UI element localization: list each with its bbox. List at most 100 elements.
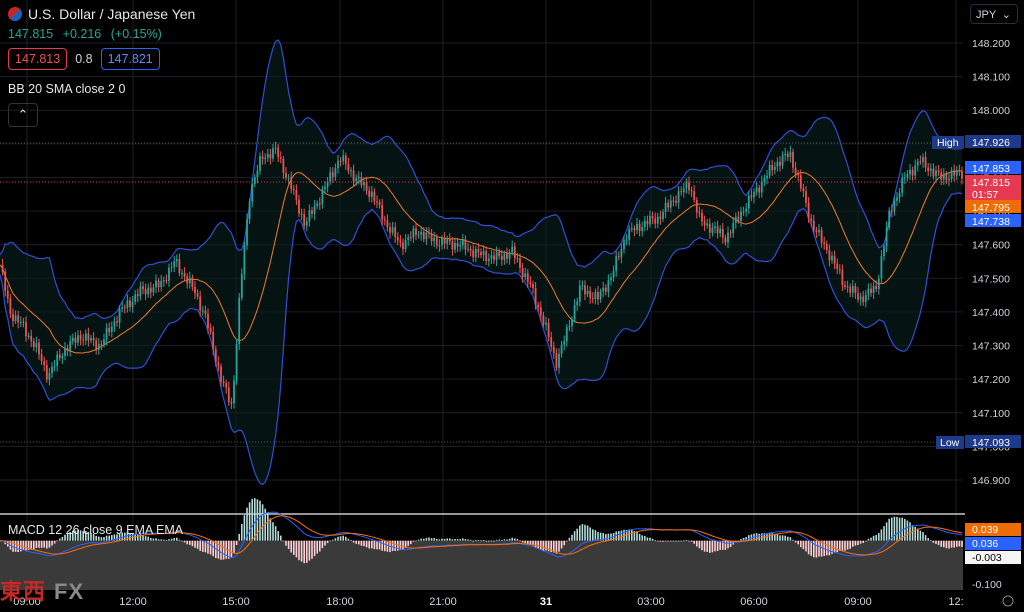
macd-hist-bar [142, 534, 144, 541]
bb-upper [0, 39, 962, 320]
macd-hist-bar [862, 540, 864, 543]
macd-hist-bar [251, 498, 253, 541]
candle-body [188, 277, 191, 284]
macd-hist-bar [17, 540, 19, 553]
buy-button[interactable]: 147.821 [100, 48, 160, 70]
spread-value: 0.8 [75, 52, 93, 66]
candle-body [194, 286, 196, 294]
candle-body [724, 237, 727, 243]
candle-body [914, 165, 917, 176]
candle-body [924, 157, 927, 168]
candle-body [430, 233, 433, 242]
candle-body [867, 288, 870, 295]
candle-body [378, 202, 381, 205]
candle-body [251, 184, 254, 202]
price-tick: 147.300 [972, 341, 1010, 353]
candle-body [693, 191, 696, 201]
candle-body [636, 223, 638, 231]
macd-hist-bar [27, 540, 30, 551]
candle-body [667, 202, 670, 208]
candle-body [841, 270, 844, 286]
macd-hist-bar [930, 540, 932, 541]
candle-body [493, 255, 495, 260]
macd-hist-bar [116, 534, 118, 541]
macd-hist-bar [841, 540, 844, 552]
macd-hist-bar [755, 533, 758, 541]
macd-hist-bar [703, 540, 706, 552]
candle-body [467, 248, 469, 250]
price-tick: 148.200 [972, 38, 1010, 50]
macd-hist-bar [550, 540, 552, 553]
sell-button[interactable]: 147.813 [8, 48, 68, 70]
macd-hist-bar [563, 540, 565, 546]
macd-hist-bar [449, 538, 451, 541]
candle-body [732, 222, 735, 234]
macd-hist-bar [157, 539, 160, 541]
candle-body [12, 313, 14, 322]
macd-hist-bar [828, 540, 831, 556]
candle-body [428, 232, 430, 234]
macd-hist-bar [425, 537, 428, 541]
time-tick: 21:00 [429, 596, 457, 608]
candle-body [802, 188, 805, 192]
macd-hist-bar [368, 540, 370, 549]
macd-hist-bar [898, 517, 901, 541]
macd-label[interactable]: MACD 12 26 close 9 EMA EMA [8, 523, 184, 537]
macd-hist-bar [170, 538, 173, 541]
candle-body [857, 293, 859, 300]
candle-body [326, 181, 329, 187]
macd-tick: -0.100 [972, 579, 1002, 591]
candle-body [212, 331, 215, 350]
candle-body [859, 296, 862, 300]
candle-body [896, 197, 898, 201]
candle-body [911, 169, 914, 176]
macd-hist-bar [373, 540, 376, 550]
candle-body [274, 147, 277, 149]
macd-hist-bar [558, 540, 560, 552]
indicator-label[interactable]: BB 20 SMA close 2 0 [8, 82, 126, 96]
candle-body [591, 297, 594, 300]
candle-body [238, 297, 241, 344]
candle-body [482, 251, 485, 255]
upper-band-value: 147.853 [972, 163, 1010, 175]
candle-body [872, 285, 875, 293]
macd-hist-bar [82, 531, 84, 541]
price-tick: 147.600 [972, 240, 1010, 252]
candle-body [454, 242, 456, 250]
candle-body [831, 255, 833, 261]
candle-body [295, 189, 298, 200]
time-tick: 18:00 [326, 596, 354, 608]
macd-hist-bar [927, 538, 929, 541]
candle-body [352, 170, 355, 182]
candle-body [196, 293, 199, 297]
candle-body [898, 193, 901, 198]
candle-body [64, 348, 66, 356]
candle-body [480, 252, 482, 255]
candle-body [77, 335, 79, 343]
macd-hist-bar [820, 540, 823, 557]
macd-hist-bar [404, 540, 407, 548]
macd-hist-bar [807, 540, 810, 555]
candle-body [901, 177, 904, 194]
macd-hist-bar [846, 540, 849, 550]
candle-body [516, 258, 519, 260]
candle-body [708, 223, 711, 233]
macd-hist-bar [332, 539, 334, 541]
macd-hist-bar [857, 540, 859, 545]
currency-select[interactable]: JPY ⌄ [970, 4, 1018, 24]
macd-hist-bar [789, 537, 792, 541]
candle-body [953, 170, 956, 176]
macd-hist-bar [261, 504, 264, 541]
candle-body [685, 182, 688, 189]
macd-hist-bar [875, 534, 877, 541]
macd-hist-bar [59, 538, 61, 541]
settings-icon[interactable] [1002, 595, 1014, 607]
macd-hist-bar [69, 531, 71, 541]
candle-body [942, 174, 945, 180]
candle-body [43, 361, 46, 366]
candle-body [342, 155, 345, 162]
brand-logo: 東西 FX [0, 574, 84, 606]
macd-hist-bar [537, 540, 539, 549]
collapse-icon[interactable]: ⌃ [8, 103, 38, 127]
